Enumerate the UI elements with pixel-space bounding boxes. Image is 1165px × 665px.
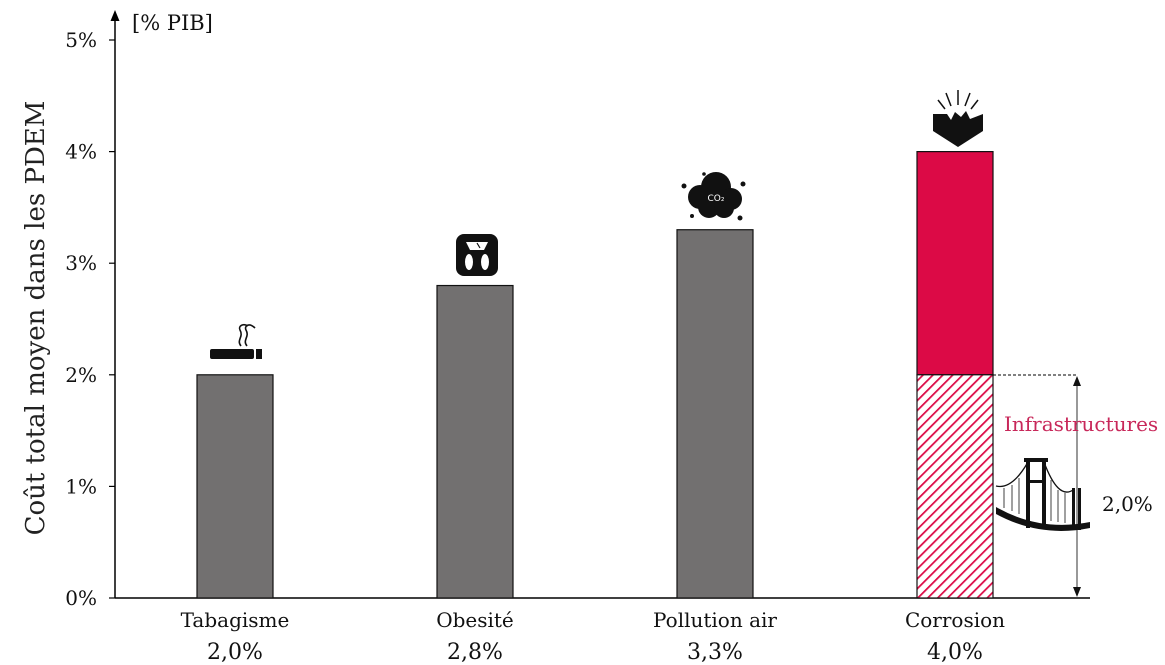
crumbling-concrete-icon	[933, 90, 983, 147]
infrastructures-label: Infrastructures	[1004, 412, 1158, 436]
category-label: Tabagisme	[181, 608, 290, 632]
bar-tabagisme	[196, 374, 274, 599]
category-label: Corrosion	[905, 608, 1005, 632]
y-tick-label: 5%	[65, 28, 97, 52]
value-label: 2,0%	[207, 640, 263, 665]
y-axis-title: Coût total moyen dans les PDEM	[21, 101, 51, 536]
y-axis-arrow	[110, 10, 120, 21]
co2-cloud-icon: CO₂	[681, 172, 746, 221]
value-label: 2,8%	[447, 640, 503, 665]
bar-corrosion-infrastructures	[916, 374, 994, 599]
value-label: 4,0%	[927, 640, 983, 665]
y-tick-label: 3%	[65, 251, 97, 275]
infrastructure-arrow-bottom	[1073, 587, 1081, 597]
y-tick-label: 2%	[65, 363, 97, 387]
y-unit-label: [% PIB]	[132, 11, 213, 35]
cigarette-icon	[210, 323, 262, 359]
value-label: 3,3%	[687, 640, 743, 665]
bar-pollution-air	[676, 229, 754, 599]
category-label: Pollution air	[653, 608, 777, 632]
bridge-icon	[995, 458, 1090, 531]
bars	[196, 151, 994, 599]
y-tick-label: 1%	[65, 474, 97, 498]
infrastructure-arrow-top	[1073, 376, 1081, 386]
scale-icon	[456, 234, 498, 276]
bar-corrosion-other	[916, 151, 994, 376]
infrastructures-value-label: 2,0%	[1102, 492, 1153, 516]
y-ticks: 0% 1% 2% 3% 4% 5%	[65, 28, 115, 610]
bar-obesité	[436, 284, 514, 599]
y-tick-label: 0%	[65, 586, 97, 610]
category-labels: Tabagisme 2,0% Obesité 2,8% Pollution air 3,3…	[181, 608, 1006, 665]
y-tick-label: 4%	[65, 140, 97, 164]
co2-text: CO₂	[708, 194, 725, 204]
category-label: Obesité	[436, 608, 514, 632]
